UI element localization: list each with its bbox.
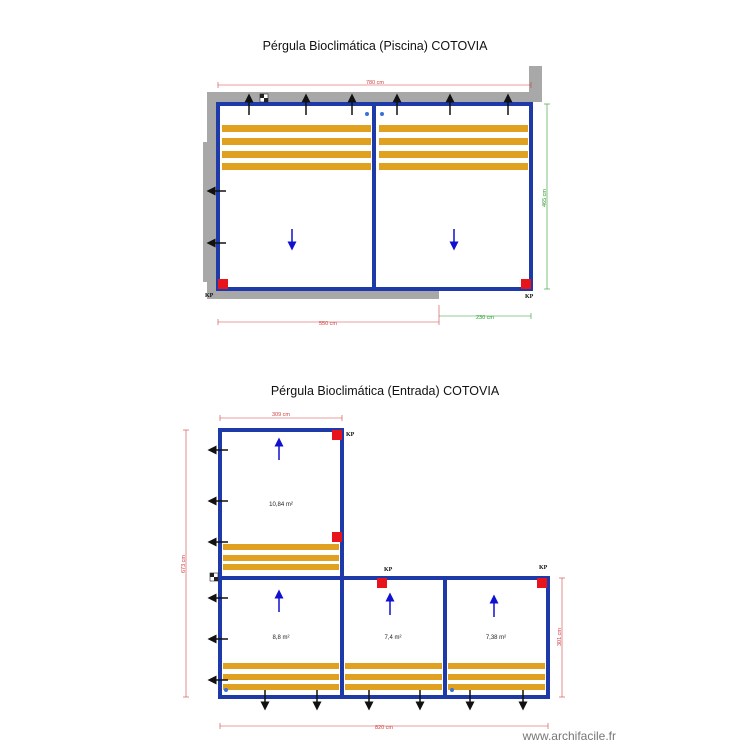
post: [218, 279, 228, 289]
slat: [223, 684, 339, 690]
post: [521, 279, 531, 289]
checker-icon: [209, 572, 219, 582]
wall-segment: [203, 142, 209, 282]
area-label: 8,8 m²: [272, 635, 289, 641]
checker-icon: [259, 93, 269, 103]
plan-title-entrada: Pérgula Bioclimática (Entrada) COTOVIA: [271, 384, 500, 398]
dim-label-top: 780 cm: [366, 80, 384, 86]
plan-entrada: Pérgula Bioclimática (Entrada) COTOVIA: [181, 384, 565, 731]
dim-label-right: 301 cm: [557, 628, 563, 646]
dimensions-piscina: [217, 82, 550, 325]
slat: [222, 151, 371, 158]
dim-label-bottom-right: 230 cm: [476, 315, 494, 321]
post: [332, 532, 342, 542]
slat: [448, 684, 545, 690]
slat: [379, 138, 528, 145]
watermark: www.archifacile.fr: [522, 729, 616, 743]
slat: [379, 163, 528, 170]
slat: [222, 163, 371, 170]
drain-dot: [450, 688, 454, 692]
slat: [345, 663, 442, 669]
slat: [223, 564, 339, 570]
drain-dot: [224, 688, 228, 692]
slat: [223, 555, 339, 561]
drain-dot: [365, 112, 369, 116]
plan-title-piscina: Pérgula Bioclimática (Piscina) COTOVIA: [263, 39, 489, 53]
slat: [222, 138, 371, 145]
flow-arrows-entrada: [274, 437, 499, 617]
dim-label-bottom: 820 cm: [375, 725, 393, 731]
slat: [223, 674, 339, 680]
flow-arrows-piscina: [287, 229, 459, 251]
slat: [345, 674, 442, 680]
post: [332, 430, 342, 440]
kp-label: KP: [384, 567, 393, 573]
dimensions-entrada: [183, 415, 565, 729]
dim-label-bottom-left: 550 cm: [319, 321, 337, 327]
wall-arrows-entrada: [207, 445, 528, 711]
slats-entrada: [223, 544, 545, 690]
dim-label-left: 673 cm: [181, 555, 187, 573]
kp-label: KP: [346, 432, 355, 438]
slat: [448, 674, 545, 680]
kp-label: KP: [205, 293, 214, 299]
area-label: 10,84 m²: [269, 502, 293, 508]
plan-piscina: Pérgula Bioclimática (Piscina) COTOVIA: [203, 39, 550, 327]
slat: [222, 125, 371, 132]
kp-label: KP: [525, 294, 534, 300]
slat: [379, 125, 528, 132]
dim-label-right: 465 cm: [542, 189, 548, 207]
drain-dot: [380, 112, 384, 116]
dim-label-top: 309 cm: [272, 412, 290, 418]
wall-arrows-piscina: [206, 93, 513, 248]
slat: [448, 663, 545, 669]
pergola-frame-entrada: [218, 428, 550, 699]
slats-piscina: [222, 125, 528, 170]
post: [537, 578, 547, 588]
slat: [223, 663, 339, 669]
post: [377, 578, 387, 588]
pergola-frame-piscina: [216, 102, 533, 291]
kp-label: KP: [539, 565, 548, 571]
wall-segment: [207, 92, 542, 102]
slat: [223, 544, 339, 550]
area-label: 7,38 m²: [486, 635, 506, 641]
slat: [379, 151, 528, 158]
slat: [345, 684, 442, 690]
area-label: 7,4 m²: [384, 635, 401, 641]
